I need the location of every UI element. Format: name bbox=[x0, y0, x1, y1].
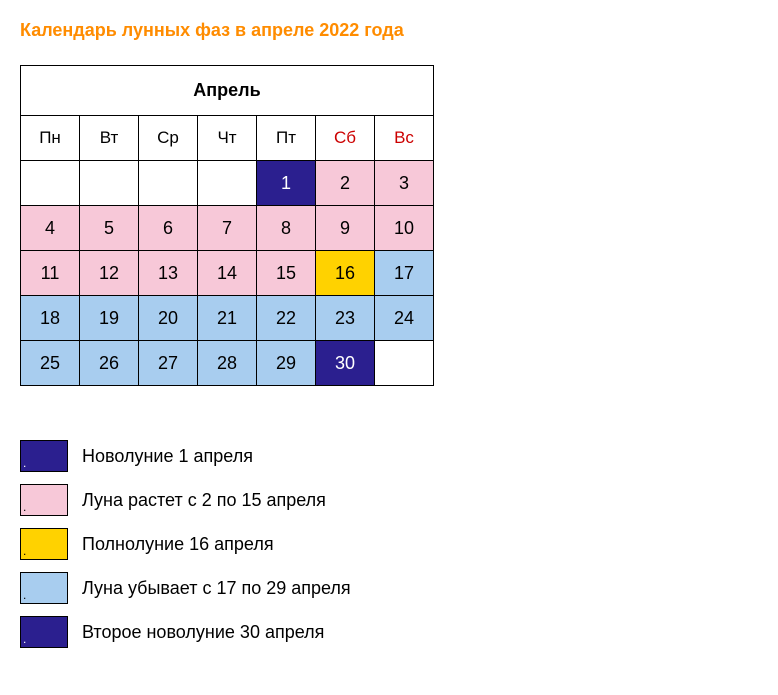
day-header-row: ПнВтСрЧтПтСбВс bbox=[21, 116, 434, 161]
legend-item: . Второе новолуние 30 апреля bbox=[20, 610, 758, 654]
day-header: Вт bbox=[80, 116, 139, 161]
day-header: Вс bbox=[375, 116, 434, 161]
calendar-cell bbox=[21, 161, 80, 206]
calendar-cell: 14 bbox=[198, 251, 257, 296]
calendar-cell: 6 bbox=[139, 206, 198, 251]
legend: . Новолуние 1 апреля. Луна растет с 2 по 1… bbox=[20, 434, 758, 654]
legend-label: Второе новолуние 30 апреля bbox=[82, 622, 324, 643]
legend-item: . Луна убывает с 17 по 29 апреля bbox=[20, 566, 758, 610]
legend-item: . Новолуние 1 апреля bbox=[20, 434, 758, 478]
calendar-cell: 13 bbox=[139, 251, 198, 296]
legend-swatch: . bbox=[20, 440, 68, 472]
calendar-cell: 23 bbox=[316, 296, 375, 341]
legend-swatch: . bbox=[20, 528, 68, 560]
calendar-cell: 25 bbox=[21, 341, 80, 386]
calendar-cell: 7 bbox=[198, 206, 257, 251]
calendar-cell bbox=[375, 341, 434, 386]
day-header: Пт bbox=[257, 116, 316, 161]
page-title: Календарь лунных фаз в апреле 2022 года bbox=[20, 20, 758, 41]
calendar-cell: 15 bbox=[257, 251, 316, 296]
calendar-row: 18192021222324 bbox=[21, 296, 434, 341]
calendar-cell: 19 bbox=[80, 296, 139, 341]
calendar-cell: 2 bbox=[316, 161, 375, 206]
calendar-cell: 21 bbox=[198, 296, 257, 341]
day-header: Сб bbox=[316, 116, 375, 161]
calendar-cell: 5 bbox=[80, 206, 139, 251]
calendar-cell: 30 bbox=[316, 341, 375, 386]
calendar-cell: 20 bbox=[139, 296, 198, 341]
day-header: Чт bbox=[198, 116, 257, 161]
calendar-cell: 22 bbox=[257, 296, 316, 341]
calendar-cell: 8 bbox=[257, 206, 316, 251]
calendar-row: 11121314151617 bbox=[21, 251, 434, 296]
legend-item: . Луна растет с 2 по 15 апреля bbox=[20, 478, 758, 522]
calendar-cell: 4 bbox=[21, 206, 80, 251]
calendar-row: 252627282930 bbox=[21, 341, 434, 386]
legend-swatch: . bbox=[20, 484, 68, 516]
calendar-cell bbox=[80, 161, 139, 206]
lunar-calendar: Апрель ПнВтСрЧтПтСбВс 123456789101112131… bbox=[20, 65, 434, 386]
calendar-cell: 29 bbox=[257, 341, 316, 386]
calendar-cell: 24 bbox=[375, 296, 434, 341]
calendar-cell: 16 bbox=[316, 251, 375, 296]
calendar-cell: 11 bbox=[21, 251, 80, 296]
calendar-cell bbox=[198, 161, 257, 206]
calendar-cell bbox=[139, 161, 198, 206]
calendar-cell: 10 bbox=[375, 206, 434, 251]
calendar-cell: 26 bbox=[80, 341, 139, 386]
calendar-cell: 9 bbox=[316, 206, 375, 251]
legend-swatch: . bbox=[20, 572, 68, 604]
legend-swatch: . bbox=[20, 616, 68, 648]
day-header: Ср bbox=[139, 116, 198, 161]
calendar-body: 1234567891011121314151617181920212223242… bbox=[21, 161, 434, 386]
legend-label: Луна растет с 2 по 15 апреля bbox=[82, 490, 326, 511]
calendar-cell: 3 bbox=[375, 161, 434, 206]
legend-item: . Полнолуние 16 апреля bbox=[20, 522, 758, 566]
calendar-cell: 18 bbox=[21, 296, 80, 341]
calendar-cell: 17 bbox=[375, 251, 434, 296]
calendar-row: 123 bbox=[21, 161, 434, 206]
month-header: Апрель bbox=[21, 66, 434, 116]
day-header: Пн bbox=[21, 116, 80, 161]
legend-label: Новолуние 1 апреля bbox=[82, 446, 253, 467]
calendar-row: 45678910 bbox=[21, 206, 434, 251]
legend-label: Полнолуние 16 апреля bbox=[82, 534, 274, 555]
calendar-cell: 27 bbox=[139, 341, 198, 386]
calendar-cell: 28 bbox=[198, 341, 257, 386]
calendar-cell: 1 bbox=[257, 161, 316, 206]
calendar-cell: 12 bbox=[80, 251, 139, 296]
legend-label: Луна убывает с 17 по 29 апреля bbox=[82, 578, 351, 599]
